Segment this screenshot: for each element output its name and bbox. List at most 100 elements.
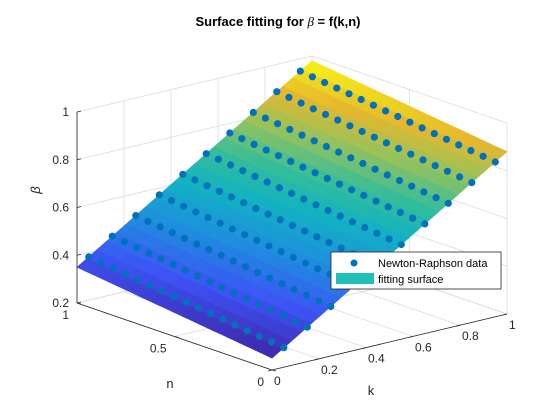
data-point	[192, 208, 200, 216]
data-point	[133, 244, 141, 252]
data-point	[321, 78, 329, 87]
data-point	[309, 105, 317, 113]
data-point	[229, 257, 237, 265]
data-point	[227, 161, 235, 169]
data-point	[97, 258, 105, 267]
data-point	[203, 182, 211, 190]
data-point	[266, 274, 274, 282]
chart-title-symbol: β	[306, 14, 314, 29]
data-point	[181, 266, 189, 274]
data-point	[301, 259, 310, 267]
data-point	[218, 283, 226, 291]
data-point	[369, 101, 377, 109]
x-axis-label: k	[368, 383, 375, 398]
data-point	[215, 187, 223, 195]
data-point	[286, 125, 294, 133]
data-point	[158, 287, 166, 295]
data-point	[333, 84, 341, 92]
data-point	[421, 220, 429, 228]
data-point	[180, 234, 189, 242]
data-point	[382, 139, 390, 147]
data-point	[227, 193, 236, 201]
data-point	[396, 208, 404, 217]
data-point	[216, 219, 224, 227]
data-point	[444, 199, 452, 207]
n-tick-label: 0	[257, 375, 264, 389]
data-point	[348, 186, 356, 194]
data-point	[359, 159, 367, 168]
data-point	[144, 217, 152, 225]
legend-label-surface: fitting surface	[378, 274, 443, 286]
n-tick-mark	[271, 369, 277, 372]
chart-title-suffix: = f(k,n)	[314, 14, 361, 29]
data-point	[157, 255, 165, 263]
axes-layer	[76, 110, 508, 372]
data-point	[345, 90, 353, 98]
data-point	[179, 170, 187, 178]
data-point	[279, 312, 287, 320]
data-point	[467, 147, 475, 155]
data-point	[385, 235, 393, 243]
data-point	[288, 221, 296, 229]
k-tick-label: 1	[509, 318, 516, 332]
chart-title-prefix: Surface fitting for	[195, 14, 307, 29]
z-tick-label: 0.2	[52, 296, 69, 310]
n-tick-label: 0.5	[150, 342, 167, 356]
data-point	[194, 272, 202, 280]
data-point	[325, 238, 333, 247]
data-point	[121, 270, 129, 278]
n-tick-label: 1	[62, 308, 69, 322]
z-tick-mark	[76, 253, 82, 256]
data-point	[252, 204, 260, 212]
data-point	[265, 242, 273, 250]
z-axis-label: β	[28, 186, 43, 195]
data-point	[383, 171, 391, 179]
legend-label-data: Newton-Raphson data	[378, 258, 488, 270]
data-point	[170, 293, 178, 301]
data-point	[301, 227, 309, 235]
data-point	[290, 285, 298, 293]
data-point	[456, 173, 464, 181]
data-point	[419, 156, 427, 164]
data-point	[249, 108, 257, 116]
data-point	[348, 218, 357, 226]
data-point	[191, 176, 199, 184]
data-point	[241, 263, 249, 271]
data-point	[346, 122, 354, 130]
data-point	[431, 162, 439, 170]
data-point	[268, 338, 276, 346]
data-point	[217, 251, 225, 259]
data-point	[132, 212, 140, 220]
k-tick-mark	[314, 358, 320, 361]
data-point	[274, 120, 282, 128]
data-point	[347, 154, 355, 162]
data-point	[241, 231, 249, 239]
data-point	[327, 302, 335, 311]
data-point	[243, 327, 251, 335]
data-point	[254, 300, 263, 308]
data-point	[277, 248, 285, 256]
data-point	[408, 182, 416, 190]
data-point	[205, 246, 213, 254]
data-point	[287, 157, 295, 165]
data-point	[254, 268, 262, 276]
z-tick-label: 1	[62, 105, 69, 119]
fitting-surface	[76, 60, 508, 359]
data-point	[238, 135, 246, 143]
data-point	[226, 129, 234, 137]
data-point	[206, 278, 214, 286]
data-point	[442, 135, 451, 143]
data-point	[193, 240, 201, 248]
z-tick-label: 0.6	[52, 201, 69, 215]
data-point	[262, 146, 270, 154]
k-tick-mark	[455, 324, 461, 327]
data-point	[323, 174, 331, 183]
data-point	[230, 289, 238, 297]
data-point	[335, 180, 343, 188]
data-point	[321, 110, 330, 119]
k-tick-label: 0.4	[368, 352, 385, 366]
data-point	[313, 233, 321, 241]
data-point	[299, 163, 307, 171]
